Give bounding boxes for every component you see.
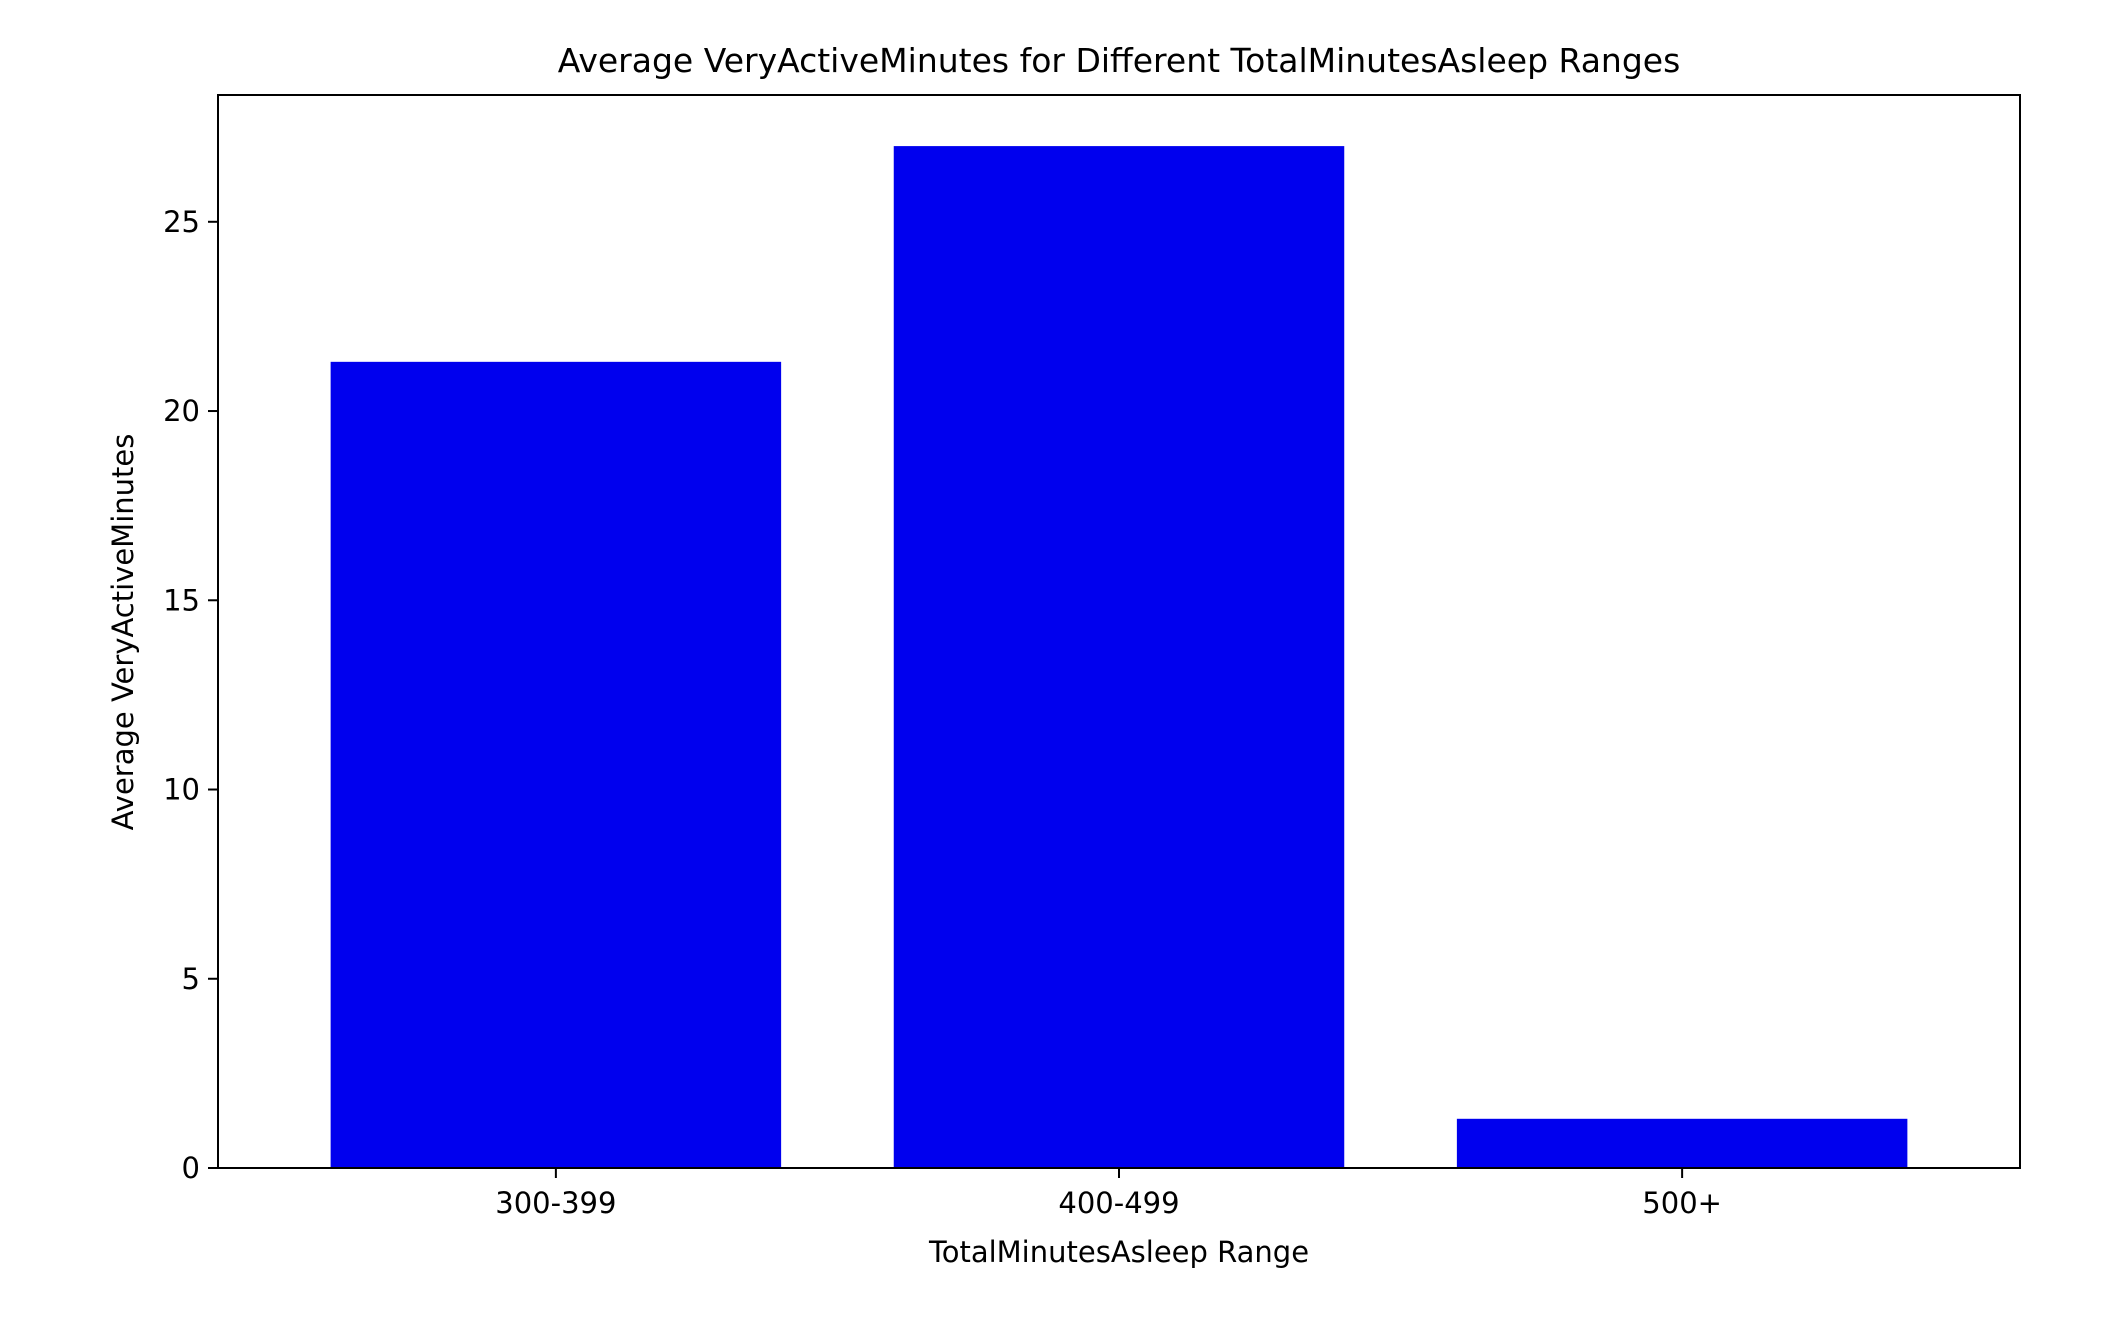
y-tick-label: 5 [182, 962, 200, 996]
y-tick-label: 25 [163, 205, 200, 239]
bar-500+ [1456, 1118, 1908, 1168]
bar-400-499 [893, 146, 1345, 1169]
bar-300-399 [330, 361, 782, 1168]
x-axis-label: TotalMinutesAsleep Range [928, 1235, 1309, 1269]
x-tick-label: 300-399 [495, 1186, 616, 1220]
x-tick-label: 400-499 [1058, 1186, 1179, 1220]
x-tick-label: 500+ [1642, 1186, 1722, 1220]
y-tick-label: 15 [163, 583, 200, 617]
bars-group [330, 146, 1908, 1169]
y-axis-ticks: 0 5 10 15 20 25 [163, 205, 218, 1185]
chart-title: Average VeryActiveMinutes for Different … [558, 41, 1681, 80]
x-axis-ticks: 300-399 400-499 500+ [495, 1168, 1722, 1220]
y-tick-label: 10 [163, 773, 200, 807]
plot-frame [217, 94, 2021, 1169]
y-tick-label: 0 [182, 1151, 200, 1185]
y-tick-label: 20 [163, 394, 200, 428]
y-axis-label: Average VeryActiveMinutes [106, 434, 140, 831]
